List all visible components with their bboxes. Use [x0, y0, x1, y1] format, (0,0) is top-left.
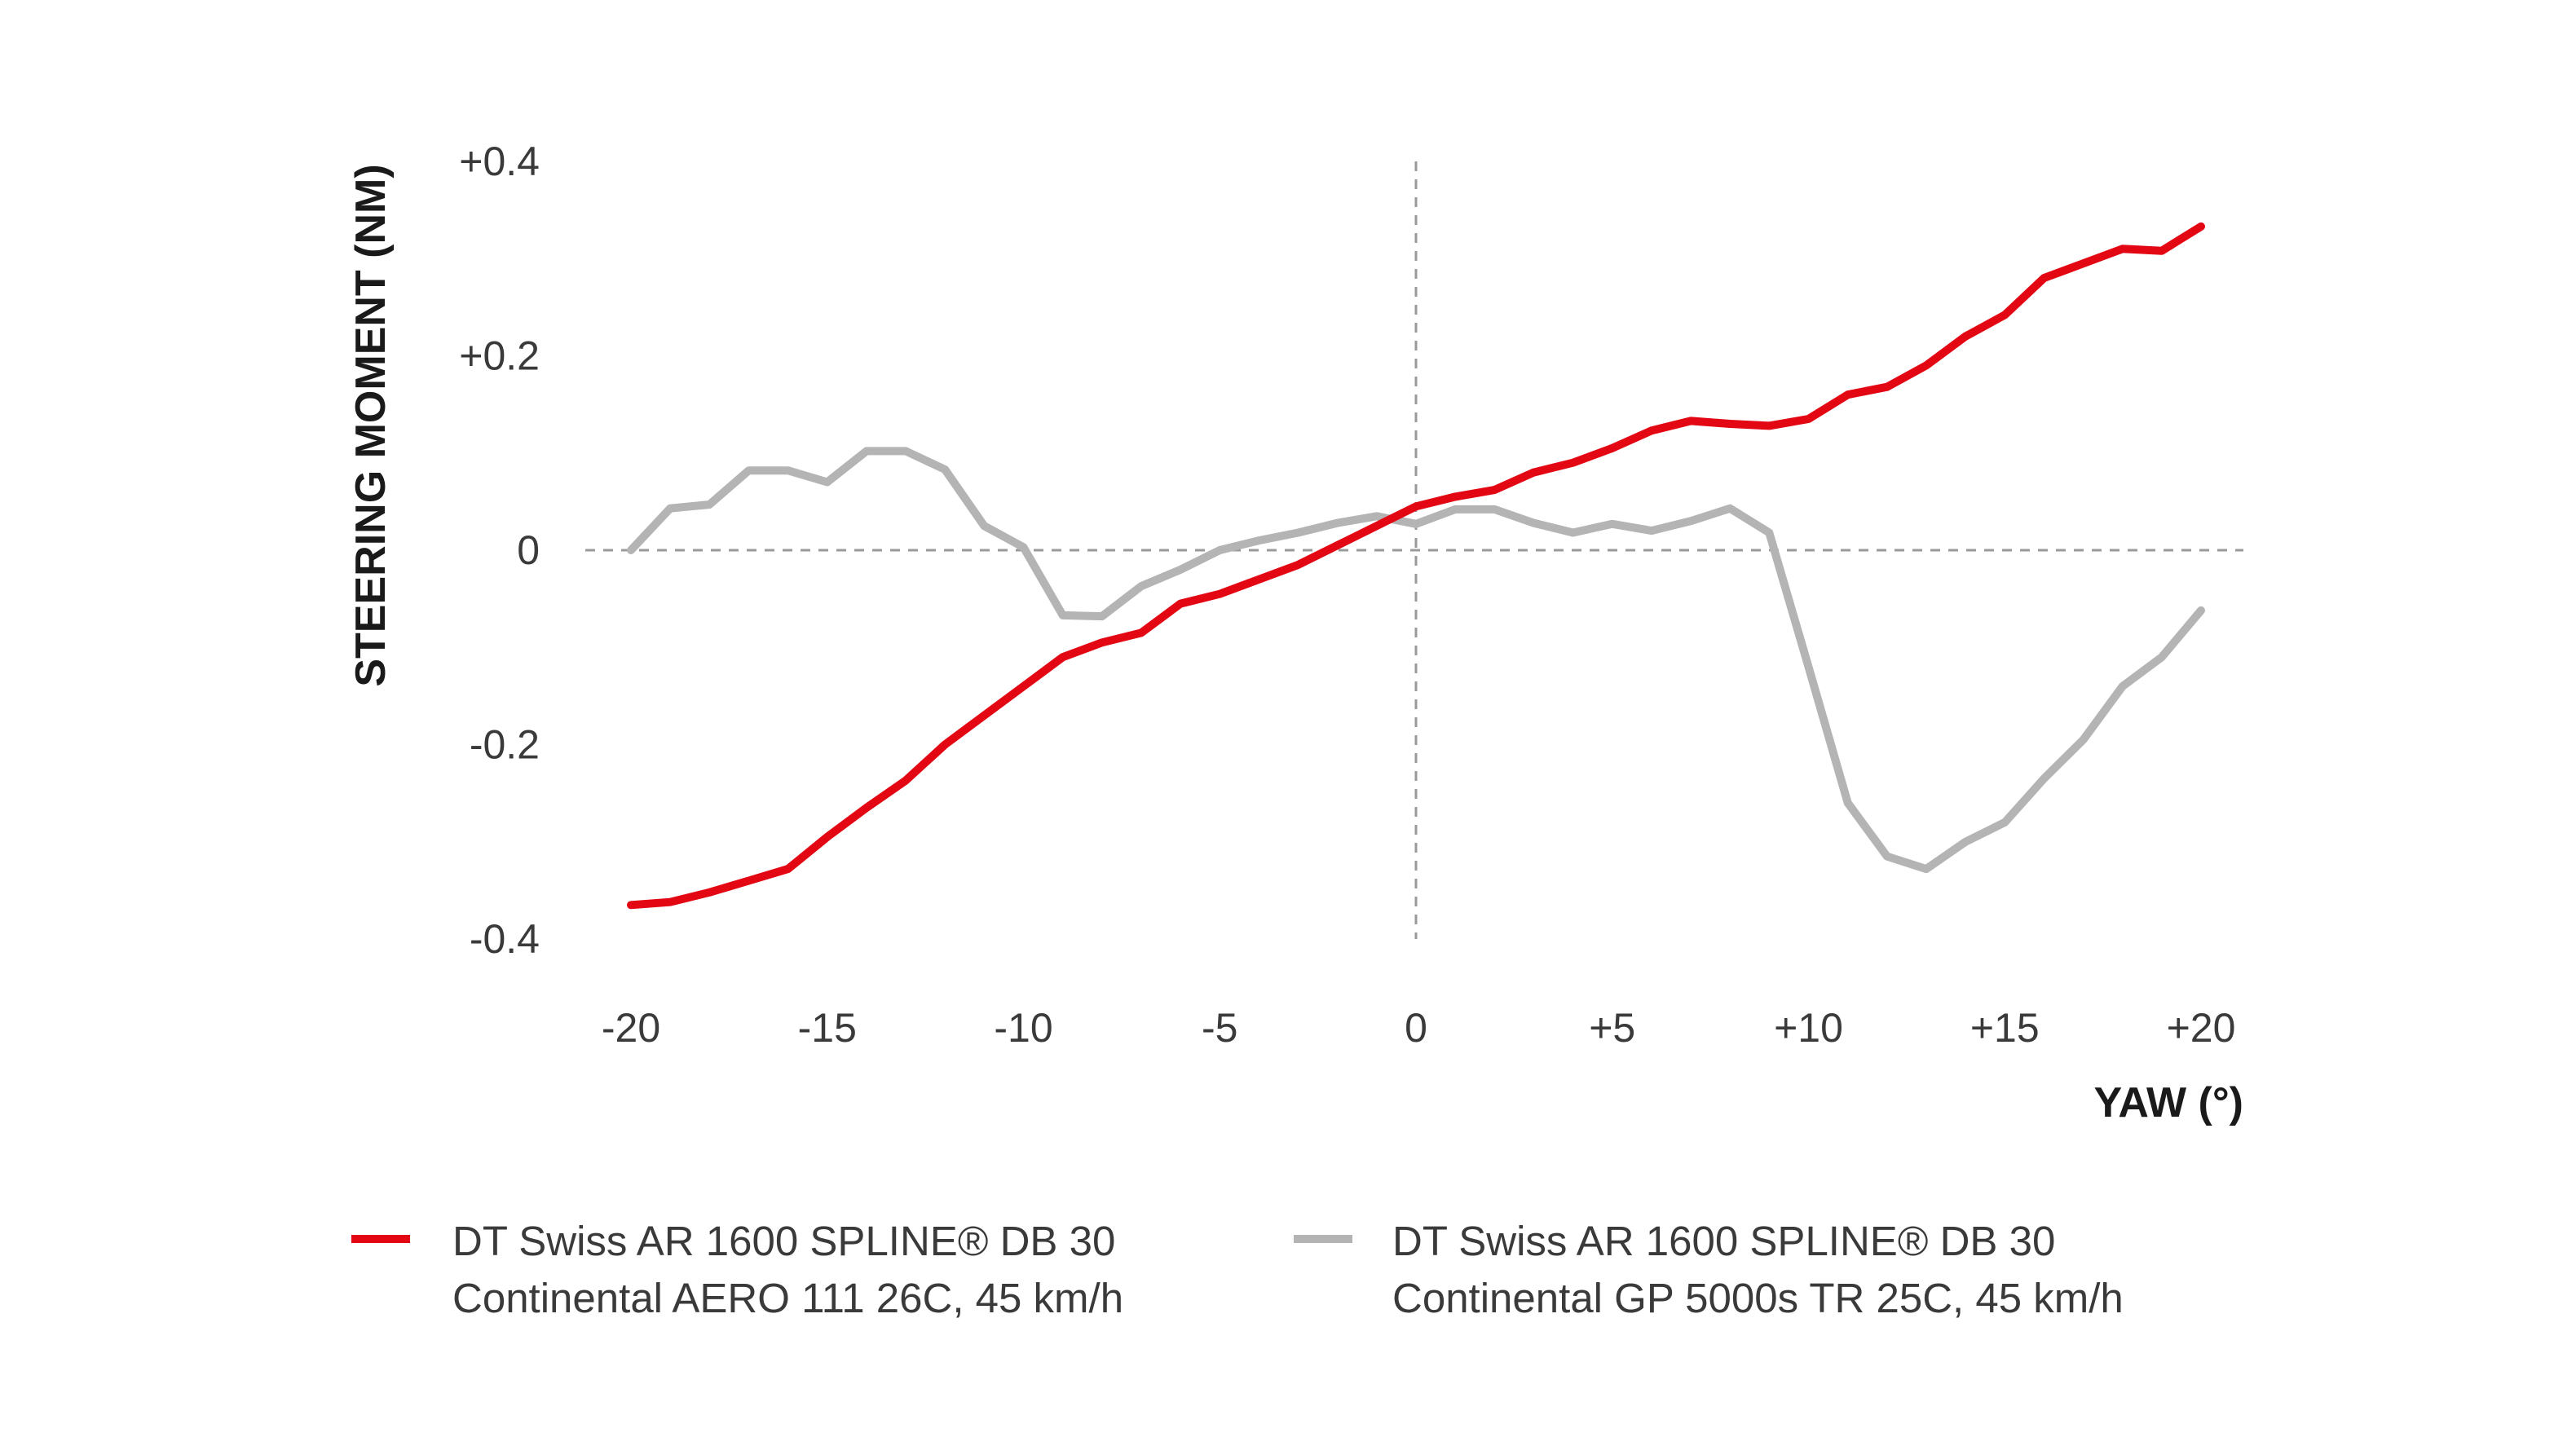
series-line-gp5000: [627, 447, 2205, 874]
legend-entry-aero: DT Swiss AR 1600 SPLINE® DB 30 Continent…: [351, 1218, 1123, 1321]
x-tick-label: 0: [1405, 1005, 1427, 1051]
legend-label-aero-line1: DT Swiss AR 1600 SPLINE® DB 30: [452, 1218, 1115, 1264]
y-axis-tick-labels: +0.4 +0.2 0 -0.2 -0.4: [459, 139, 540, 962]
series-layer: [627, 222, 2205, 910]
y-tick-label: -0.2: [470, 722, 540, 768]
y-tick-label: +0.2: [459, 333, 540, 379]
x-tick-label: +10: [1774, 1005, 1843, 1051]
x-tick-label: -20: [602, 1005, 660, 1051]
reference-lines: [585, 161, 2243, 939]
y-tick-label: 0: [517, 527, 540, 573]
x-tick-label: -15: [798, 1005, 857, 1051]
legend: DT Swiss AR 1600 SPLINE® DB 30 Continent…: [351, 1218, 2124, 1321]
y-tick-label: -0.4: [470, 916, 540, 962]
x-tick-label: +5: [1589, 1005, 1635, 1051]
x-tick-label: +20: [2167, 1005, 2236, 1051]
x-tick-label: -5: [1202, 1005, 1237, 1051]
x-tick-label: -10: [994, 1005, 1052, 1051]
y-tick-label: +0.4: [459, 139, 540, 184]
x-tick-label: +15: [1970, 1005, 2040, 1051]
legend-label-gp5000-line2: Continental GP 5000s TR 25C, 45 km/h: [1392, 1275, 2124, 1321]
legend-label-aero-line2: Continental AERO 111 26C, 45 km/h: [452, 1275, 1123, 1321]
x-axis-tick-labels: -20 -15 -10 -5 0 +5 +10 +15 +20: [602, 1005, 2236, 1051]
x-axis-title: YAW (°): [2093, 1079, 2243, 1126]
series-line-aero: [627, 222, 2205, 910]
legend-entry-gp5000: DT Swiss AR 1600 SPLINE® DB 30 Continent…: [1294, 1218, 2124, 1321]
legend-label-gp5000-line1: DT Swiss AR 1600 SPLINE® DB 30: [1392, 1218, 2055, 1264]
y-axis-title: STEERING MOMENT (NM): [347, 164, 395, 686]
